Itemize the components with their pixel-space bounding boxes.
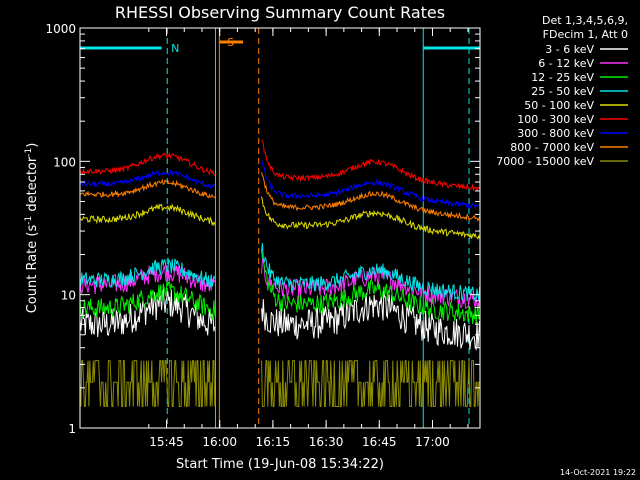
annotation-s: S — [227, 36, 234, 49]
series-line — [79, 203, 216, 227]
y-axis-label: Count Rate (s-1 detector-1) — [24, 143, 40, 314]
legend: Det 1,3,4,5,6,9, FDecim 1, Att 0 3 - 6 k… — [496, 14, 628, 168]
y-axis-label-end: ) — [25, 143, 40, 148]
y-axis-label-sup2: -1 — [24, 148, 34, 157]
series-line — [79, 360, 216, 407]
series-line — [79, 169, 216, 190]
x-tick-label: 16:00 — [202, 435, 237, 449]
series-line — [261, 159, 481, 210]
y-axis-label-mid: detector — [25, 156, 40, 216]
legend-label: 100 - 300 keV — [517, 113, 594, 126]
series-line — [261, 172, 481, 222]
series-line — [261, 360, 480, 407]
legend-label: 3 - 6 keV — [545, 43, 594, 56]
x-tick-label: 17:00 — [415, 435, 450, 449]
x-tick-label: 16:45 — [362, 435, 397, 449]
x-tick-label: 16:15 — [256, 435, 291, 449]
series-line — [79, 287, 216, 338]
series-line — [261, 139, 481, 193]
plot-frame — [79, 27, 481, 429]
series-line — [79, 281, 216, 320]
legend-label: 50 - 100 keV — [524, 99, 594, 112]
x-axis-label: Start Time (19-Jun-08 15:34:22) — [176, 457, 384, 472]
legend-label: 800 - 7000 keV — [510, 141, 594, 154]
timestamp: 14-Oct-2021 19:22 — [560, 468, 636, 477]
chart-title: RHESSI Observing Summary Count Rates — [115, 3, 445, 22]
legend-header-line1: Det 1,3,4,5,6,9, — [542, 14, 628, 27]
series-line — [261, 250, 481, 325]
annotation-n: N — [171, 42, 179, 55]
y-tick-label: 1 — [68, 422, 76, 436]
series-line — [79, 178, 216, 199]
legend-label: 300 - 800 keV — [517, 127, 594, 140]
y-axis-label-sup1: -1 — [24, 216, 34, 225]
series-line — [261, 290, 481, 351]
series-line — [79, 257, 216, 290]
legend-label: 6 - 12 keV — [538, 57, 594, 70]
y-axis-label-main: Count Rate (s — [25, 225, 40, 314]
y-tick-label: 10 — [61, 289, 76, 303]
legend-label: 25 - 50 keV — [531, 85, 594, 98]
legend-header-line2: FDecim 1, Att 0 — [543, 28, 628, 41]
x-tick-label: 16:30 — [309, 435, 344, 449]
series-line — [261, 243, 481, 302]
series-line — [79, 152, 216, 177]
legend-label: 12 - 25 keV — [531, 71, 594, 84]
x-tick-label: 15:45 — [149, 435, 184, 449]
legend-label: 7000 - 15000 keV — [496, 155, 594, 168]
y-tick-label: 100 — [53, 155, 76, 169]
x-axis: 15:45 16:00 16:15 16:30 16:45 17:00 — [148, 28, 469, 449]
series-line — [261, 196, 481, 241]
y-axis: 1 10 100 1000 — [45, 22, 480, 436]
y-tick-label: 1000 — [45, 22, 76, 36]
